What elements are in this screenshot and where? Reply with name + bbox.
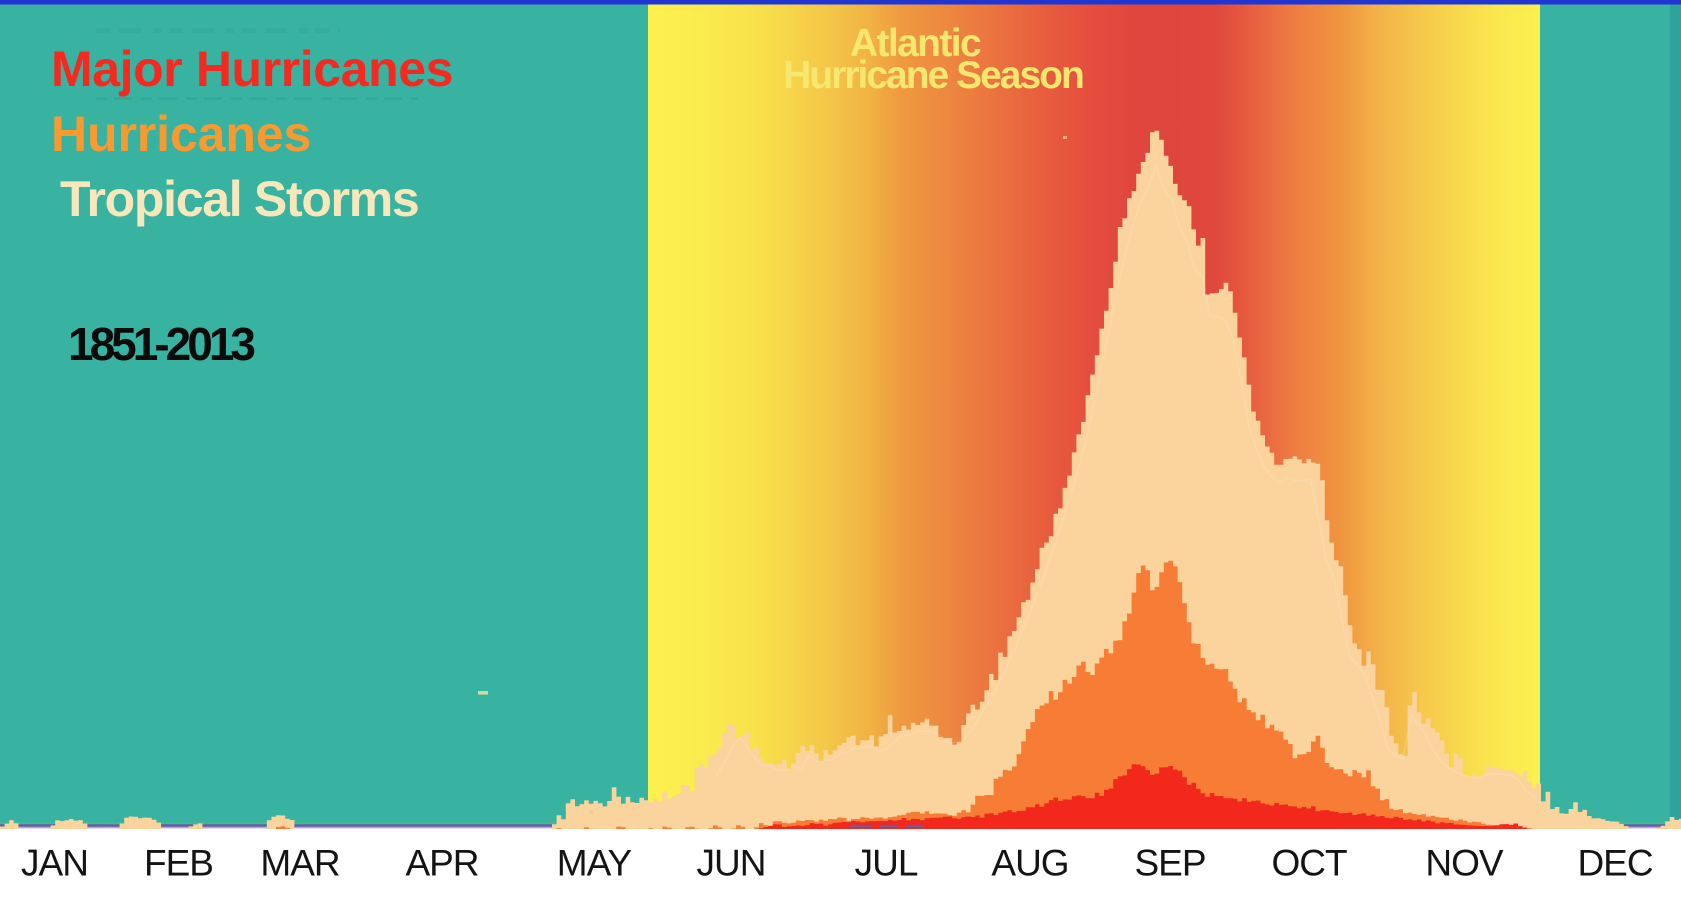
svg-text:Hurricane Season: Hurricane Season [783, 54, 1083, 97]
svg-text:DEC: DEC [1577, 843, 1652, 884]
svg-text:APR: APR [405, 843, 478, 884]
svg-text:SEP: SEP [1134, 843, 1205, 884]
svg-text:Tropical Storms: Tropical Storms [60, 171, 418, 227]
svg-text:MAR: MAR [260, 843, 339, 884]
svg-text:FEB: FEB [144, 843, 213, 884]
svg-text:MAY: MAY [557, 843, 632, 884]
svg-text:JUL: JUL [855, 843, 918, 884]
svg-text:Major Hurricanes: Major Hurricanes [51, 41, 453, 97]
svg-text:JUN: JUN [697, 843, 766, 884]
svg-text:Atlantic: Atlantic [850, 22, 981, 65]
svg-text:AUG: AUG [991, 843, 1068, 884]
svg-text:Hurricanes: Hurricanes [51, 106, 311, 162]
svg-text:1851-2013: 1851-2013 [68, 318, 254, 370]
svg-text:NOV: NOV [1425, 843, 1504, 884]
svg-text:JAN: JAN [21, 843, 88, 884]
svg-text:OCT: OCT [1271, 843, 1347, 884]
